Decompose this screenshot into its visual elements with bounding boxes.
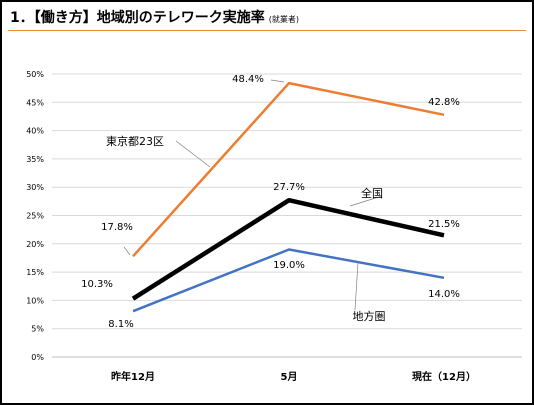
leader-line [270,79,285,83]
y-tick-label: 20% [26,240,44,249]
y-tick-label: 35% [26,155,44,164]
series-name-label-tokyo: 東京都23区 [106,134,164,148]
x-tick-label: 5月 [281,371,298,383]
series-line-regional [132,248,445,313]
x-tick-label: 現在（12月） [412,370,476,383]
data-label-national: 27.7% [273,182,305,193]
data-label-tokyo: 42.8% [428,97,460,108]
y-tick-label: 0% [31,353,44,362]
leader-line [349,195,383,207]
leader-line [123,246,131,256]
y-tick-label: 10% [26,296,44,305]
data-label-regional: 19.0% [273,260,305,271]
leader-line [175,140,211,168]
y-tick-label: 45% [26,98,44,107]
data-label-regional: 8.1% [108,319,133,330]
y-tick-label: 40% [26,127,44,136]
chart-title: 1．【働き方】地域別のテレワーク実施率 (就業者) [10,7,299,27]
leader-line [354,261,359,311]
data-label-national: 21.5% [428,219,460,230]
x-tick-label: 昨年12月 [111,370,155,383]
title-sub: (就業者) [268,15,299,24]
data-label-regional: 14.0% [428,289,460,300]
y-tick-label: 5% [31,325,44,334]
data-label-national: 10.3% [81,279,113,290]
series-name-label-national: 全国 [361,186,383,200]
data-label-tokyo: 17.8% [101,222,133,233]
title-underline [8,30,526,31]
title-main: 1．【働き方】地域別のテレワーク実施率 [10,10,265,26]
data-label-tokyo: 48.4% [232,74,264,85]
y-tick-label: 25% [26,212,44,221]
y-tick-label: 30% [26,183,44,192]
series-line-national [131,197,445,301]
series-line-tokyo [132,81,445,258]
y-tick-label: 15% [26,268,44,277]
series-name-label-regional: 地方圏 [353,309,386,323]
y-tick-label: 50% [26,70,44,79]
